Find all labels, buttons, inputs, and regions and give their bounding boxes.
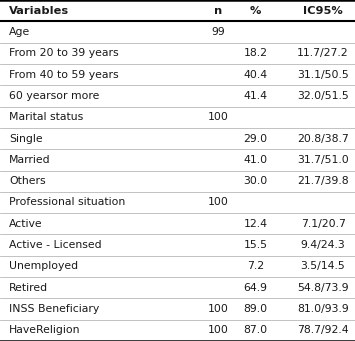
Text: 21.7/39.8: 21.7/39.8 bbox=[297, 176, 349, 186]
Text: 64.9: 64.9 bbox=[244, 283, 268, 293]
Text: 41.0: 41.0 bbox=[244, 155, 268, 165]
Text: 9.4/24.3: 9.4/24.3 bbox=[301, 240, 345, 250]
Text: 20.8/38.7: 20.8/38.7 bbox=[297, 134, 349, 144]
Text: Others: Others bbox=[9, 176, 45, 186]
Text: 7.1/20.7: 7.1/20.7 bbox=[301, 219, 345, 229]
Text: 11.7/27.2: 11.7/27.2 bbox=[297, 48, 349, 58]
Text: Retired: Retired bbox=[9, 283, 48, 293]
Text: 40.4: 40.4 bbox=[244, 70, 268, 79]
Text: 99: 99 bbox=[212, 27, 225, 37]
Text: %: % bbox=[250, 6, 261, 16]
Text: 54.8/73.9: 54.8/73.9 bbox=[297, 283, 349, 293]
Text: 31.7/51.0: 31.7/51.0 bbox=[297, 155, 349, 165]
Text: 30.0: 30.0 bbox=[244, 176, 268, 186]
Text: 15.5: 15.5 bbox=[244, 240, 268, 250]
Text: 7.2: 7.2 bbox=[247, 262, 264, 271]
Text: Professional situation: Professional situation bbox=[9, 197, 125, 207]
Text: Variables: Variables bbox=[9, 6, 69, 16]
Text: IC95%: IC95% bbox=[303, 6, 343, 16]
Text: 12.4: 12.4 bbox=[244, 219, 268, 229]
Text: 3.5/14.5: 3.5/14.5 bbox=[301, 262, 345, 271]
Text: 78.7/92.4: 78.7/92.4 bbox=[297, 325, 349, 335]
Text: 60 yearsor more: 60 yearsor more bbox=[9, 91, 99, 101]
Text: Active: Active bbox=[9, 219, 43, 229]
Text: n: n bbox=[214, 6, 223, 16]
Text: From 20 to 39 years: From 20 to 39 years bbox=[9, 48, 119, 58]
Text: Unemployed: Unemployed bbox=[9, 262, 78, 271]
Text: HaveReligion: HaveReligion bbox=[9, 325, 80, 335]
Text: Active - Licensed: Active - Licensed bbox=[9, 240, 102, 250]
Text: Married: Married bbox=[9, 155, 50, 165]
Text: Age: Age bbox=[9, 27, 30, 37]
Text: 89.0: 89.0 bbox=[244, 304, 268, 314]
Text: Marital status: Marital status bbox=[9, 112, 83, 122]
Text: From 40 to 59 years: From 40 to 59 years bbox=[9, 70, 119, 79]
Text: 29.0: 29.0 bbox=[244, 134, 268, 144]
Text: 31.1/50.5: 31.1/50.5 bbox=[297, 70, 349, 79]
Text: INSS Beneficiary: INSS Beneficiary bbox=[9, 304, 99, 314]
Text: 100: 100 bbox=[208, 197, 229, 207]
Text: 32.0/51.5: 32.0/51.5 bbox=[297, 91, 349, 101]
Text: Single: Single bbox=[9, 134, 43, 144]
Text: 100: 100 bbox=[208, 325, 229, 335]
Text: 100: 100 bbox=[208, 304, 229, 314]
Text: 81.0/93.9: 81.0/93.9 bbox=[297, 304, 349, 314]
Text: 18.2: 18.2 bbox=[244, 48, 268, 58]
Text: 41.4: 41.4 bbox=[244, 91, 268, 101]
Text: 87.0: 87.0 bbox=[244, 325, 268, 335]
Text: 100: 100 bbox=[208, 112, 229, 122]
